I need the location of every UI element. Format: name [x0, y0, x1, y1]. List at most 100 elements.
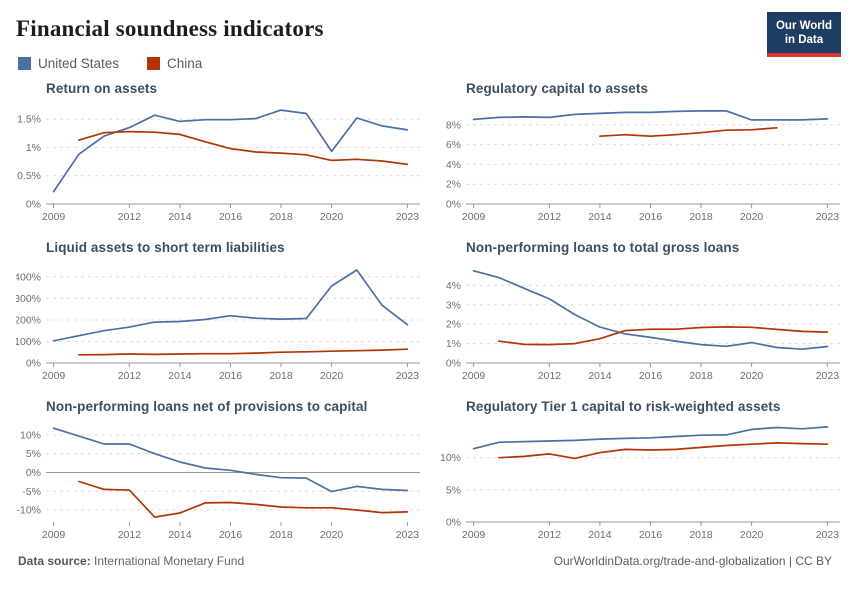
credit-link[interactable]: OurWorldinData.org/trade-and-globalizati…: [553, 554, 832, 568]
svg-text:2009: 2009: [42, 211, 66, 223]
line-chart-svg: 0% 1% 2% 3% 4% 2009 2012 2014 2016 2018 2020 2023: [446, 269, 840, 382]
chart-tier1-capital: Regulatory Tier 1 capital to risk-weight…: [436, 399, 842, 544]
svg-text:2020: 2020: [740, 211, 764, 223]
svg-text:2%: 2%: [446, 319, 461, 331]
svg-text:1%: 1%: [446, 338, 461, 350]
line-chart-svg: -10% -5% 0% 5% 10% 2009 2012 2014 2016 2018 2020 20…: [16, 427, 420, 541]
svg-text:1.5%: 1.5%: [17, 114, 41, 126]
svg-text:2012: 2012: [118, 211, 142, 223]
svg-text:2016: 2016: [639, 370, 663, 382]
svg-text:400%: 400%: [16, 271, 41, 283]
chart-title: Non-performing loans to total gross loan…: [466, 240, 740, 255]
legend-item-united-states[interactable]: United States: [18, 56, 119, 71]
legend: United States China: [18, 56, 834, 71]
svg-text:2016: 2016: [219, 370, 243, 382]
svg-text:2023: 2023: [396, 211, 420, 223]
svg-text:2014: 2014: [168, 529, 192, 541]
chart-title: Return on assets: [46, 81, 158, 96]
svg-text:2016: 2016: [219, 211, 243, 223]
svg-text:2016: 2016: [219, 529, 243, 541]
data-source-label: Data source:: [18, 554, 91, 568]
svg-text:2018: 2018: [689, 370, 713, 382]
svg-text:10%: 10%: [440, 452, 461, 464]
footer: Data source: International Monetary Fund…: [18, 554, 832, 568]
svg-text:2014: 2014: [588, 211, 612, 223]
svg-text:2018: 2018: [269, 370, 293, 382]
chart-title: Regulatory Tier 1 capital to risk-weight…: [466, 399, 781, 414]
svg-text:0%: 0%: [26, 199, 41, 211]
charts-grid: Return on assets 0% 0.5% 1% 1.5% 2009 2012 201…: [16, 81, 840, 544]
svg-text:0%: 0%: [26, 358, 41, 370]
svg-text:2018: 2018: [269, 211, 293, 223]
svg-text:200%: 200%: [16, 315, 41, 327]
svg-text:2014: 2014: [168, 370, 192, 382]
svg-text:2023: 2023: [396, 529, 420, 541]
svg-text:2020: 2020: [740, 529, 764, 541]
chart-npl-gross-loans: Non-performing loans to total gross loan…: [436, 240, 842, 385]
svg-text:0%: 0%: [446, 358, 461, 370]
legend-label: United States: [38, 56, 120, 71]
svg-text:5%: 5%: [26, 448, 41, 460]
legend-color-swatch-us: [18, 57, 31, 70]
svg-text:2014: 2014: [588, 370, 612, 382]
svg-text:2023: 2023: [816, 211, 840, 223]
svg-text:2009: 2009: [462, 370, 486, 382]
header: Financial soundness indicators Our World…: [16, 12, 841, 57]
legend-label: China: [167, 56, 203, 71]
svg-text:2018: 2018: [689, 529, 713, 541]
svg-text:2016: 2016: [639, 529, 663, 541]
svg-text:-5%: -5%: [22, 486, 41, 498]
page-root: Financial soundness indicators Our World…: [16, 12, 841, 568]
svg-text:2020: 2020: [320, 211, 344, 223]
svg-text:2014: 2014: [168, 211, 192, 223]
owid-logo-line1: Our World: [775, 20, 832, 32]
line-chart-svg: 0% 2% 4% 6% 8% 2009 2012 2014 2016 2018 2020 2023: [446, 110, 840, 223]
chart-plot-regulatory-capital-to-assets[interactable]: 0% 2% 4% 6% 8% 2009 2012 2014 2016 2018 2020 2023: [436, 100, 842, 226]
svg-text:2009: 2009: [42, 529, 66, 541]
legend-color-swatch-china: [147, 57, 161, 70]
chart-title: Non-performing loans net of provisions t…: [46, 399, 368, 414]
chart-title: Regulatory capital to assets: [466, 81, 649, 96]
svg-text:2018: 2018: [689, 211, 713, 223]
data-source: Data source: International Monetary Fund: [18, 554, 244, 568]
svg-text:2020: 2020: [320, 529, 344, 541]
svg-text:2009: 2009: [42, 370, 66, 382]
svg-text:8%: 8%: [446, 119, 461, 131]
svg-text:2012: 2012: [538, 211, 562, 223]
svg-text:300%: 300%: [16, 293, 41, 305]
svg-text:0%: 0%: [446, 199, 461, 211]
svg-text:0.5%: 0.5%: [17, 170, 41, 182]
owid-logo[interactable]: Our World in Data: [766, 12, 841, 57]
svg-text:2%: 2%: [446, 179, 461, 191]
chart-plot-npl-gross-loans[interactable]: 0% 1% 2% 3% 4% 2009 2012 2014 2016 2018 2020 2023: [436, 259, 842, 385]
svg-text:-10%: -10%: [16, 505, 41, 517]
chart-liquid-assets: Liquid assets to short term liabilities …: [16, 240, 422, 385]
chart-plot-npl-net-provisions[interactable]: -10% -5% 0% 5% 10% 2009 2012 2014 2016 2018 2020 20…: [16, 418, 422, 544]
svg-text:2020: 2020: [740, 370, 764, 382]
svg-text:2016: 2016: [639, 211, 663, 223]
svg-text:2009: 2009: [462, 211, 486, 223]
svg-text:2009: 2009: [462, 529, 486, 541]
chart-title: Liquid assets to short term liabilities: [46, 240, 285, 255]
svg-text:0%: 0%: [26, 467, 41, 479]
svg-text:0%: 0%: [446, 517, 461, 529]
svg-text:1%: 1%: [26, 142, 41, 154]
svg-text:10%: 10%: [20, 430, 41, 442]
page-title: Financial soundness indicators: [16, 16, 324, 41]
svg-text:5%: 5%: [446, 484, 461, 496]
svg-text:2020: 2020: [320, 370, 344, 382]
svg-text:2023: 2023: [816, 529, 840, 541]
line-chart-svg: 0% 100% 200% 300% 400% 2009 2012 2014 2016 2018 20…: [16, 269, 420, 382]
owid-logo-line2: in Data: [784, 34, 824, 47]
svg-text:2012: 2012: [538, 370, 562, 382]
svg-text:4%: 4%: [446, 159, 461, 171]
chart-return-on-assets: Return on assets 0% 0.5% 1% 1.5% 2009 2012 201…: [16, 81, 422, 226]
svg-text:2023: 2023: [816, 370, 840, 382]
svg-text:2012: 2012: [118, 529, 142, 541]
legend-item-china[interactable]: China: [147, 56, 202, 71]
svg-text:100%: 100%: [16, 336, 41, 348]
line-chart-svg: 0% 0.5% 1% 1.5% 2009 2012 2014 2016 2018 2020 2023: [17, 109, 420, 223]
chart-plot-tier1-capital[interactable]: 0% 5% 10% 2009 2012 2014 2016 2018 2020 2023: [436, 418, 842, 544]
chart-plot-return-on-assets[interactable]: 0% 0.5% 1% 1.5% 2009 2012 2014 2016 2018 2020 2023: [16, 100, 422, 226]
chart-plot-liquid-assets[interactable]: 0% 100% 200% 300% 400% 2009 2012 2014 2016 2018 20…: [16, 259, 422, 385]
